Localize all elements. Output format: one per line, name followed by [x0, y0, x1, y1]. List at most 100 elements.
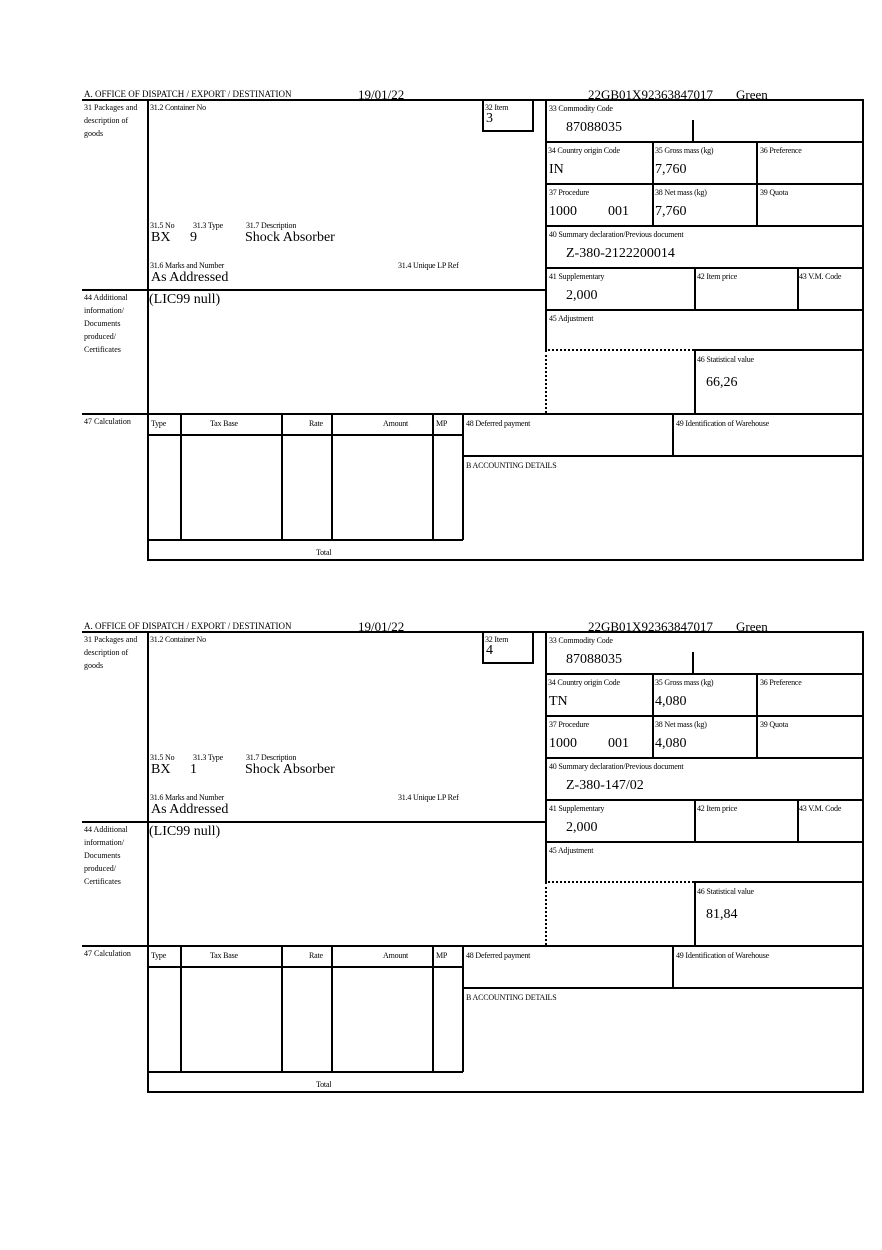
goods-description: Shock Absorber	[245, 230, 335, 245]
summary-declaration-label: 40 Summary declaration/Previous document	[549, 762, 684, 771]
statistical-value-label: 46 Statistical value	[697, 887, 754, 896]
quota-label: 39 Quota	[760, 720, 788, 729]
form-rule	[281, 413, 283, 540]
form-rule	[147, 539, 463, 541]
package-kind: BX	[151, 230, 171, 245]
form-rule	[652, 141, 654, 225]
procedure-code: 1000	[549, 736, 577, 751]
type-label: 31.3 Type	[193, 221, 223, 230]
form-rule	[147, 559, 864, 561]
summary-declaration-label: 40 Summary declaration/Previous document	[549, 230, 684, 239]
form-rule	[147, 1071, 463, 1073]
form-rule	[692, 652, 694, 673]
form-rule	[82, 99, 864, 101]
item-label: 32 Item	[485, 103, 509, 112]
adjustment-label: 45 Adjustment	[549, 846, 594, 855]
declaration-reference: 22GB01X92363847017	[588, 87, 713, 102]
form-rule	[545, 349, 694, 351]
form-rule	[545, 183, 863, 185]
calc-mp-header: MP	[436, 419, 448, 428]
form-rule	[532, 631, 534, 663]
gross-mass-label: 35 Gross mass (kg)	[655, 146, 714, 155]
form-rule	[545, 350, 547, 413]
form-rule	[82, 289, 546, 291]
container-no-label: 31.2 Container No	[150, 103, 206, 112]
form-rule	[545, 841, 863, 843]
calc-amount-header: Amount	[383, 419, 409, 428]
form-rule	[147, 631, 149, 1093]
form-rule	[82, 631, 864, 633]
supplementary-value: 2,000	[566, 820, 598, 835]
commodity-code: 87088035	[566, 652, 622, 667]
form-rule	[180, 945, 182, 1072]
item-number: 3	[486, 111, 493, 126]
form-rule	[862, 631, 864, 1093]
calc-total-label: Total	[316, 1080, 332, 1089]
form-rule	[147, 434, 463, 436]
office-heading: A. OFFICE OF DISPATCH / EXPORT / DESTINA…	[84, 89, 292, 99]
net-mass-label: 38 Net mass (kg)	[655, 720, 707, 729]
additional-info-value: (LIC99 null)	[149, 292, 221, 307]
form-rule	[797, 267, 799, 309]
form-rule	[797, 799, 799, 841]
declaration-item-block: A. OFFICE OF DISPATCH / EXPORT / DESTINA…	[0, 619, 882, 1179]
form-rule	[432, 413, 434, 540]
deferred-payment-label: 48 Deferred payment	[466, 419, 531, 428]
calculation-label: 47 Calculation	[84, 949, 131, 958]
supplementary-value: 2,000	[566, 288, 598, 303]
form-rule	[545, 267, 863, 269]
calc-rate-header: Rate	[309, 951, 323, 960]
form-rule	[694, 881, 696, 945]
calc-tax-base-header: Tax Base	[210, 419, 238, 428]
procedure-code: 1000	[549, 204, 577, 219]
statistical-value: 66,26	[706, 375, 738, 390]
form-rule	[756, 141, 758, 225]
form-rule	[482, 99, 484, 131]
form-rule	[147, 1091, 864, 1093]
gross-mass: 4,080	[655, 694, 687, 709]
form-rule	[147, 99, 149, 561]
container-no-label: 31.2 Container No	[150, 635, 206, 644]
form-rule	[545, 141, 863, 143]
form-rule	[462, 945, 464, 1072]
marks-value: As Addressed	[151, 802, 229, 817]
form-rule	[82, 945, 864, 947]
form-rule	[482, 662, 534, 664]
supplementary-label: 41 Supplementary	[549, 804, 605, 813]
summary-declaration: Z-380-2122200014	[566, 246, 675, 261]
deferred-payment-label: 48 Deferred payment	[466, 951, 531, 960]
net-mass-label: 38 Net mass (kg)	[655, 188, 707, 197]
calc-type-header: Type	[151, 419, 167, 428]
additional-info-label: 44 Additional information/ Documents pro…	[84, 293, 128, 354]
marks-label: 31.6 Marks and Number	[150, 793, 225, 802]
accounting-details-label: B ACCOUNTING DETAILS	[466, 993, 557, 1002]
vm-code-label: 43 V.M. Code	[799, 804, 842, 813]
additional-info-value: (LIC99 null)	[149, 824, 221, 839]
packages-label: 31 Packages and description of goods	[84, 103, 138, 138]
package-count: 9	[190, 230, 197, 245]
form-rule	[462, 987, 863, 989]
item-number: 4	[486, 643, 493, 658]
statistical-value: 81,84	[706, 907, 738, 922]
marks-value: As Addressed	[151, 270, 229, 285]
declaration-item-block: A. OFFICE OF DISPATCH / EXPORT / DESTINA…	[0, 87, 882, 647]
calculation-label: 47 Calculation	[84, 417, 131, 426]
calc-type-header: Type	[151, 951, 167, 960]
marks-label: 31.6 Marks and Number	[150, 261, 225, 270]
item-price-label: 42 Item price	[697, 804, 738, 813]
form-rule	[545, 799, 863, 801]
form-rule	[694, 349, 863, 351]
vm-code-label: 43 V.M. Code	[799, 272, 842, 281]
declaration-reference: 22GB01X92363847017	[588, 619, 713, 634]
form-rule	[545, 881, 694, 883]
form-rule	[652, 673, 654, 757]
form-rule	[532, 99, 534, 131]
country-origin: TN	[549, 694, 568, 709]
route-status: Green	[736, 619, 768, 634]
form-rule	[694, 799, 696, 841]
calc-tax-base-header: Tax Base	[210, 951, 238, 960]
net-mass: 4,080	[655, 736, 687, 751]
route-status: Green	[736, 87, 768, 102]
commodity-code: 87088035	[566, 120, 622, 135]
